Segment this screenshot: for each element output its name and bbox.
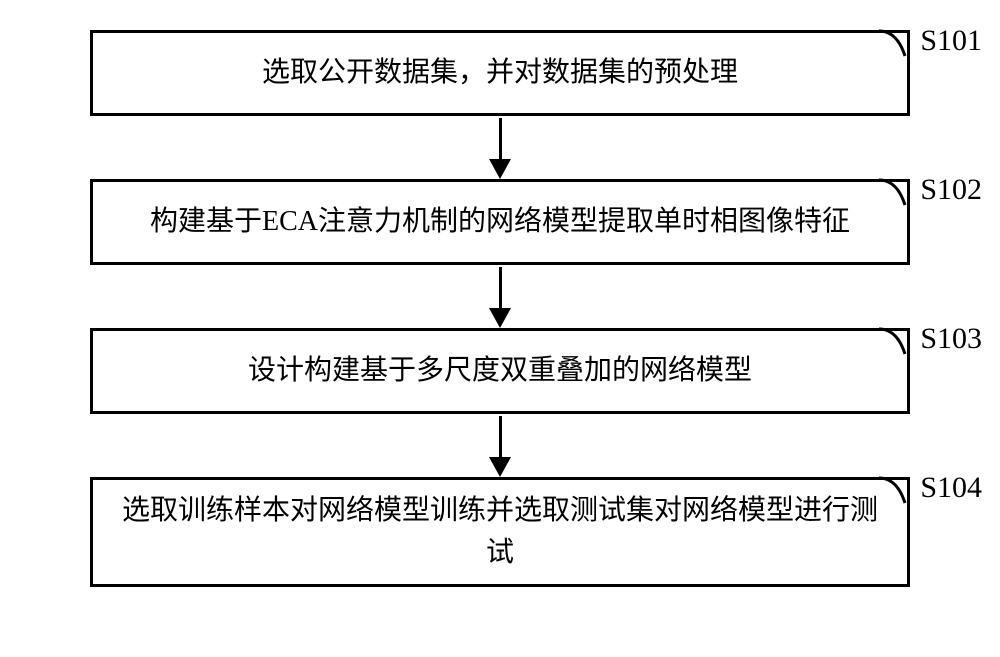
arrow-connector: [489, 416, 511, 477]
step-node-s102: 构建基于ECA注意力机制的网络模型提取单时相图像特征: [90, 179, 910, 265]
arrow-head-icon: [489, 457, 511, 477]
arrow-line: [499, 118, 502, 160]
step-label: S103: [920, 322, 982, 356]
step-label: S102: [920, 173, 982, 207]
arrow-head-icon: [489, 308, 511, 328]
arrow-line: [499, 267, 502, 309]
arrow-line: [499, 416, 502, 458]
step-label: S101: [920, 24, 982, 58]
step-row: 设计构建基于多尺度双重叠加的网络模型 S103: [60, 328, 940, 414]
arrow-connector: [489, 118, 511, 179]
step-row: 选取公开数据集，并对数据集的预处理 S101: [60, 30, 940, 116]
step-text: 选取公开数据集，并对数据集的预处理: [262, 52, 738, 94]
step-node-s103: 设计构建基于多尺度双重叠加的网络模型: [90, 328, 910, 414]
step-text: 构建基于ECA注意力机制的网络模型提取单时相图像特征: [150, 201, 850, 243]
step-node-s101: 选取公开数据集，并对数据集的预处理: [90, 30, 910, 116]
corner-notch-icon: [879, 326, 913, 356]
arrow-head-icon: [489, 159, 511, 179]
step-label: S104: [920, 471, 982, 505]
step-text: 设计构建基于多尺度双重叠加的网络模型: [248, 350, 752, 392]
step-node-s104: 选取训练样本对网络模型训练并选取测试集对网络模型进行测试: [90, 477, 910, 587]
step-row: 构建基于ECA注意力机制的网络模型提取单时相图像特征 S102: [60, 179, 940, 265]
step-text: 选取训练样本对网络模型训练并选取测试集对网络模型进行测试: [117, 490, 883, 574]
step-row: 选取训练样本对网络模型训练并选取测试集对网络模型进行测试 S104: [60, 477, 940, 587]
flowchart-container: 选取公开数据集，并对数据集的预处理 S101 构建基于ECA注意力机制的网络模型…: [60, 30, 940, 587]
corner-notch-icon: [879, 475, 913, 505]
corner-notch-icon: [879, 28, 913, 58]
arrow-connector: [489, 267, 511, 328]
corner-notch-icon: [879, 177, 913, 207]
